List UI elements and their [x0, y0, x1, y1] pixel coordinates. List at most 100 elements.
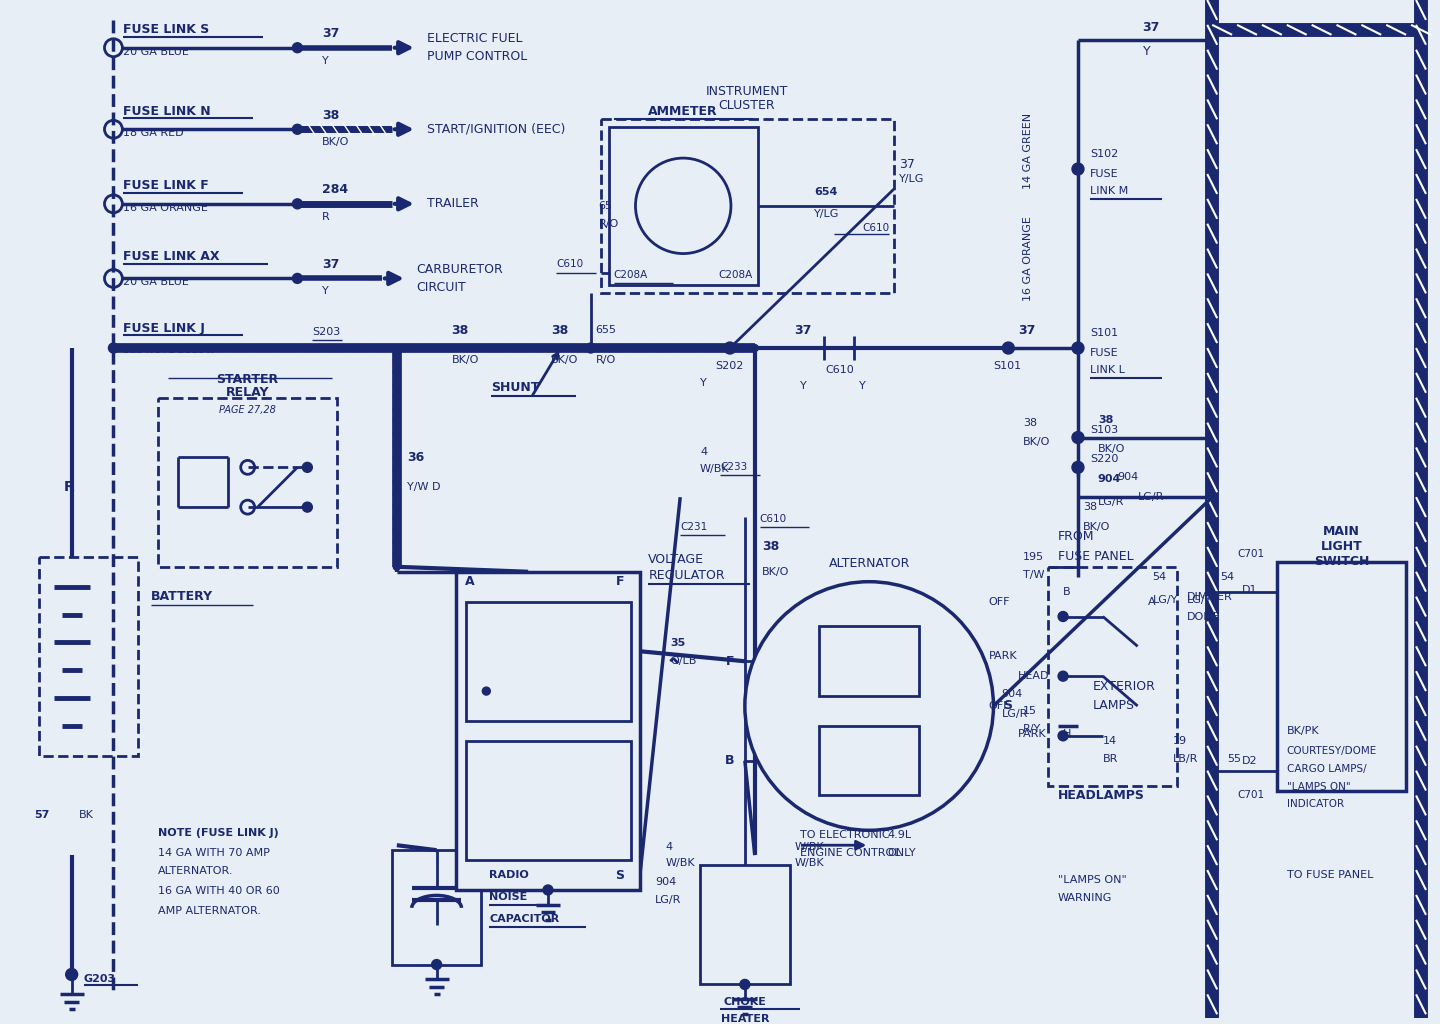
Text: W/BK: W/BK	[795, 858, 824, 868]
Circle shape	[521, 344, 528, 351]
Text: BR: BR	[1103, 754, 1119, 764]
Circle shape	[1071, 431, 1084, 443]
Circle shape	[292, 273, 302, 284]
Text: T/W: T/W	[1024, 569, 1045, 580]
Circle shape	[393, 356, 400, 364]
Circle shape	[510, 344, 517, 351]
Circle shape	[393, 490, 400, 498]
Text: FUSE LINK F: FUSE LINK F	[124, 179, 209, 193]
Circle shape	[230, 344, 238, 351]
Circle shape	[393, 381, 400, 388]
Circle shape	[1058, 731, 1068, 740]
Text: C610: C610	[760, 514, 786, 524]
Text: LG/R: LG/R	[655, 895, 681, 905]
Circle shape	[219, 344, 226, 351]
Text: CAPACITOR: CAPACITOR	[490, 913, 560, 924]
Text: REGULATOR: REGULATOR	[648, 569, 724, 583]
Text: EXTERIOR: EXTERIOR	[1093, 680, 1156, 692]
Circle shape	[655, 344, 661, 351]
Text: S203: S203	[312, 327, 341, 337]
Text: C610: C610	[863, 222, 888, 232]
Text: WARNING: WARNING	[1058, 893, 1113, 903]
Text: Y: Y	[860, 381, 865, 391]
Text: SEE NOTE BELOW: SEE NOTE BELOW	[124, 345, 216, 355]
Circle shape	[595, 344, 600, 351]
Text: A: A	[465, 575, 474, 588]
Text: CONTROL: CONTROL	[514, 802, 582, 815]
Bar	[392, 850, 481, 965]
Bar	[600, 120, 894, 293]
Text: A: A	[1148, 597, 1155, 606]
Text: C233: C233	[720, 463, 747, 472]
Text: CARBURETOR: CARBURETOR	[416, 263, 504, 276]
Circle shape	[570, 344, 577, 351]
Text: Y/W D: Y/W D	[406, 482, 441, 493]
Text: O/LB: O/LB	[670, 656, 697, 667]
Text: SWITCH: SWITCH	[1313, 555, 1369, 568]
Text: MAIN: MAIN	[1323, 525, 1359, 539]
Text: C208A: C208A	[719, 270, 753, 281]
Circle shape	[376, 344, 383, 351]
Text: 36: 36	[406, 451, 423, 464]
Text: 38: 38	[323, 109, 340, 122]
Circle shape	[134, 344, 141, 351]
Text: W/BK: W/BK	[795, 842, 824, 852]
Text: PAGE 27,28: PAGE 27,28	[219, 404, 276, 415]
Circle shape	[485, 344, 492, 351]
Circle shape	[642, 344, 649, 351]
Text: LG/Y: LG/Y	[1152, 595, 1178, 604]
Circle shape	[393, 515, 400, 521]
Text: PARK: PARK	[988, 651, 1017, 662]
Circle shape	[66, 969, 78, 980]
Text: BK/O: BK/O	[552, 355, 579, 365]
Bar	[609, 127, 757, 286]
Circle shape	[364, 344, 372, 351]
Text: C701: C701	[1237, 791, 1264, 801]
Circle shape	[393, 526, 400, 534]
Text: 38: 38	[1083, 502, 1097, 512]
Circle shape	[533, 344, 540, 351]
Circle shape	[606, 344, 613, 351]
Circle shape	[122, 344, 130, 351]
Text: 654: 654	[815, 187, 838, 197]
Circle shape	[268, 344, 274, 351]
Text: HEADLAMPS: HEADLAMPS	[1058, 790, 1145, 802]
Text: SHUNT: SHUNT	[491, 381, 540, 394]
Text: 4: 4	[665, 842, 672, 852]
Text: PARK: PARK	[1018, 729, 1047, 739]
Text: OFF: OFF	[988, 597, 1009, 606]
Circle shape	[292, 124, 302, 134]
Text: LG/R: LG/R	[1138, 493, 1164, 502]
Text: CARGO LAMPS/: CARGO LAMPS/	[1287, 764, 1367, 774]
Text: 15: 15	[1024, 706, 1037, 716]
Text: AMP ALTERNATOR.: AMP ALTERNATOR.	[158, 906, 261, 915]
Text: H: H	[1063, 729, 1071, 739]
Text: BK/O: BK/O	[762, 566, 789, 577]
Text: START/IGNITION (EEC): START/IGNITION (EEC)	[426, 123, 564, 136]
Text: 54: 54	[1220, 571, 1234, 582]
Text: 37: 37	[323, 28, 340, 40]
Circle shape	[109, 344, 117, 351]
Text: 38: 38	[762, 541, 779, 553]
Circle shape	[393, 393, 400, 400]
Circle shape	[752, 344, 759, 351]
Text: S102: S102	[1090, 150, 1117, 159]
Text: AMMETER: AMMETER	[648, 104, 719, 118]
Circle shape	[147, 344, 153, 351]
Circle shape	[393, 478, 400, 485]
Text: PUMP CONTROL: PUMP CONTROL	[426, 50, 527, 63]
Text: 284: 284	[323, 183, 348, 197]
Text: INSTRUMENT: INSTRUMENT	[706, 85, 788, 98]
Text: FUSE: FUSE	[1090, 348, 1119, 358]
Circle shape	[740, 979, 750, 989]
Circle shape	[207, 344, 213, 351]
Text: R: R	[323, 212, 330, 222]
Text: Y: Y	[1142, 45, 1151, 58]
Circle shape	[389, 344, 395, 351]
Text: INDICATOR: INDICATOR	[1287, 800, 1344, 809]
Text: C610: C610	[825, 365, 854, 375]
Circle shape	[1058, 611, 1068, 622]
Circle shape	[582, 344, 589, 351]
Text: 19: 19	[1172, 736, 1187, 745]
Text: 14: 14	[1103, 736, 1117, 745]
